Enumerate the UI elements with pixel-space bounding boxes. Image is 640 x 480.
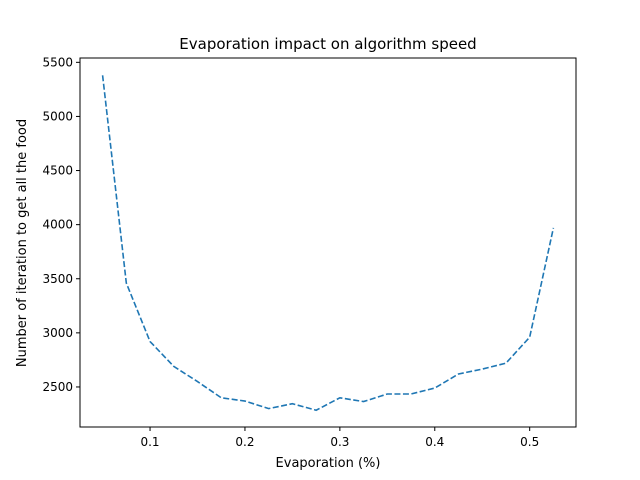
y-tick-label: 5000 — [42, 109, 73, 123]
y-axis-label: Number of iteration to get all the food — [15, 119, 30, 367]
y-axis: 2500 3000 3500 4000 4500 5000 5500 — [42, 55, 80, 394]
y-tick-label: 4500 — [42, 164, 73, 178]
y-tick-label: 3500 — [42, 272, 73, 286]
x-tick-label: 0.3 — [330, 435, 349, 449]
x-tick-label: 0.5 — [520, 435, 539, 449]
chart-title: Evaporation impact on algorithm speed — [179, 35, 476, 53]
x-tick-label: 0.1 — [140, 435, 159, 449]
x-tick-label: 0.2 — [235, 435, 254, 449]
plot-area — [101, 75, 555, 412]
series-line — [101, 75, 555, 412]
y-tick-label: 5500 — [42, 55, 73, 69]
x-axis-label: Evaporation (%) — [276, 456, 381, 471]
y-tick-label: 3000 — [42, 326, 73, 340]
y-tick-label: 4000 — [42, 218, 73, 232]
x-tick-label: 0.4 — [425, 435, 444, 449]
axes-frame — [79, 57, 577, 428]
y-tick-label: 2500 — [42, 380, 73, 394]
x-axis: 0.1 0.2 0.3 0.4 0.5 — [140, 427, 539, 449]
